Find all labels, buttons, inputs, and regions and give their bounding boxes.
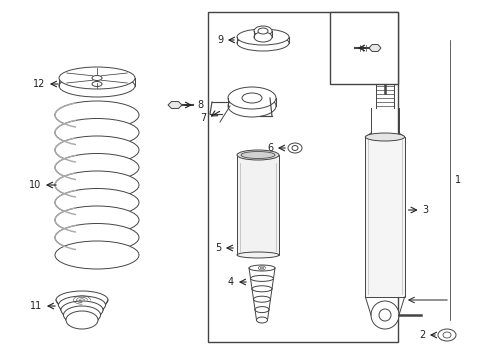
Ellipse shape	[55, 171, 139, 199]
Text: 3: 3	[422, 205, 428, 215]
Text: 6: 6	[266, 143, 272, 153]
Polygon shape	[168, 102, 182, 108]
Bar	[365, 137, 404, 297]
Ellipse shape	[55, 189, 139, 216]
Ellipse shape	[256, 317, 267, 323]
Ellipse shape	[55, 224, 139, 252]
Text: 2: 2	[418, 330, 424, 340]
Text: 12: 12	[33, 79, 45, 89]
Ellipse shape	[55, 153, 139, 181]
Ellipse shape	[227, 95, 275, 117]
Ellipse shape	[55, 206, 139, 234]
Polygon shape	[368, 45, 380, 51]
Ellipse shape	[442, 332, 450, 338]
Ellipse shape	[287, 143, 302, 153]
Circle shape	[370, 301, 398, 329]
Ellipse shape	[241, 152, 274, 158]
Ellipse shape	[237, 150, 279, 160]
Ellipse shape	[253, 296, 270, 302]
Bar	[329, 12, 397, 84]
Ellipse shape	[59, 296, 105, 314]
Ellipse shape	[242, 93, 262, 103]
Ellipse shape	[254, 307, 268, 312]
Ellipse shape	[55, 101, 139, 129]
Ellipse shape	[237, 29, 288, 45]
Ellipse shape	[56, 291, 108, 309]
Text: 4: 4	[227, 277, 234, 287]
Ellipse shape	[61, 301, 103, 319]
Ellipse shape	[63, 306, 101, 324]
Circle shape	[378, 309, 390, 321]
Text: 11: 11	[30, 301, 42, 311]
Ellipse shape	[66, 311, 98, 329]
Ellipse shape	[365, 133, 404, 141]
Ellipse shape	[59, 75, 135, 97]
Bar	[207, 12, 397, 342]
Ellipse shape	[59, 67, 135, 89]
Ellipse shape	[92, 81, 102, 86]
Ellipse shape	[291, 145, 297, 150]
Text: 10: 10	[29, 180, 41, 190]
Ellipse shape	[258, 28, 267, 34]
Ellipse shape	[92, 76, 102, 81]
Ellipse shape	[248, 265, 274, 271]
Text: 5: 5	[214, 243, 221, 253]
Text: 9: 9	[217, 35, 223, 45]
Ellipse shape	[237, 252, 279, 258]
Ellipse shape	[237, 35, 288, 51]
Ellipse shape	[253, 32, 271, 42]
Ellipse shape	[437, 329, 455, 341]
Ellipse shape	[250, 275, 273, 282]
Ellipse shape	[55, 118, 139, 147]
Text: 1: 1	[454, 175, 460, 185]
Ellipse shape	[253, 26, 271, 36]
Text: 8: 8	[197, 100, 203, 110]
Ellipse shape	[55, 136, 139, 164]
Ellipse shape	[227, 87, 275, 109]
Ellipse shape	[251, 286, 271, 292]
Ellipse shape	[55, 241, 139, 269]
Text: 7: 7	[199, 113, 205, 123]
Text: 8: 8	[346, 43, 352, 53]
Bar	[237, 155, 279, 255]
